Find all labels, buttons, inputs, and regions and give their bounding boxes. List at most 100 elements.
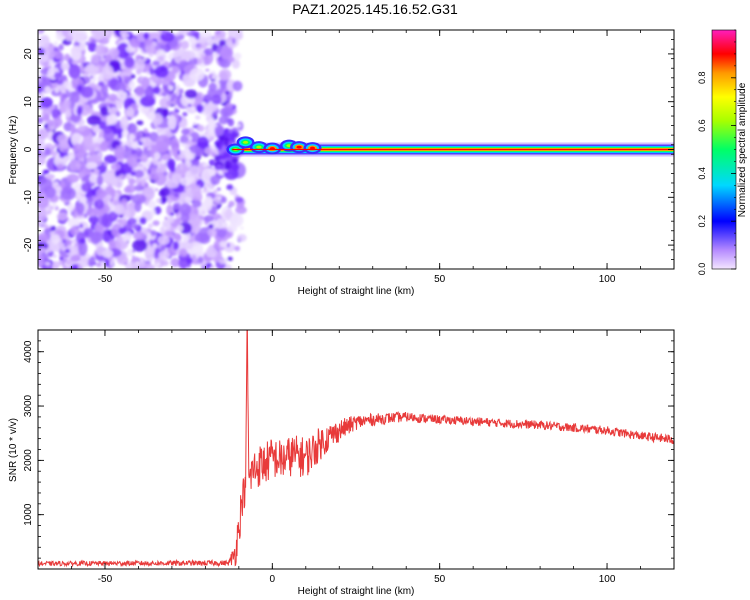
noise-blob: [103, 126, 112, 134]
noise-blob: [173, 193, 180, 198]
noise-blob: [229, 213, 244, 227]
spectrogram-x-tick-label: 100: [599, 274, 616, 285]
noise-blob: [208, 159, 216, 167]
noise-blob: [150, 230, 157, 237]
noise-blob: [92, 135, 99, 142]
noise-blob: [205, 68, 210, 72]
noise-blob: [54, 154, 68, 168]
noise-blob: [192, 191, 203, 204]
noise-blob: [147, 200, 156, 209]
noise-blob: [231, 37, 236, 45]
noise-blob: [155, 134, 171, 149]
noise-blob: [58, 44, 64, 51]
noise-blob: [64, 81, 70, 89]
noise-blob: [104, 259, 110, 268]
noise-blob: [219, 107, 234, 118]
noise-blob: [68, 152, 73, 156]
noise-blob: [43, 223, 49, 230]
noise-blob: [69, 225, 80, 236]
spectrogram-y-tick-label: 20: [23, 48, 34, 60]
noise-blob: [152, 220, 160, 226]
noise-blob: [234, 245, 241, 252]
noise-blob: [118, 214, 124, 218]
noise-blob: [218, 68, 232, 81]
noise-blob: [73, 214, 77, 219]
colorbar-label: Normalized spectral amplitude: [737, 82, 748, 217]
noise-blob: [231, 163, 240, 172]
noise-blob: [83, 73, 87, 77]
noise-blob: [57, 134, 69, 144]
noise-blob: [144, 38, 153, 47]
noise-blob: [172, 241, 180, 251]
noise-blob: [45, 173, 55, 180]
noise-blob: [114, 145, 126, 160]
noise-blob: [147, 111, 156, 121]
noise-blob: [169, 81, 176, 87]
noise-blob: [64, 245, 80, 256]
noise-blob: [202, 163, 208, 167]
noise-blob: [62, 98, 71, 108]
noise-blob: [186, 256, 193, 265]
noise-blob: [187, 103, 192, 107]
noise-blob: [188, 135, 193, 141]
tone-blob: [309, 146, 316, 150]
noise-blob: [55, 89, 59, 93]
noise-blob: [100, 172, 113, 182]
noise-blob: [38, 78, 42, 82]
noise-blob: [126, 106, 135, 118]
noise-blob: [75, 193, 82, 199]
noise-blob: [235, 196, 244, 203]
noise-blob: [208, 223, 214, 230]
noise-blob: [96, 188, 105, 201]
noise-blob: [124, 56, 135, 69]
noise-blob: [98, 74, 102, 78]
noise-blob: [172, 65, 180, 74]
noise-blob: [126, 248, 133, 257]
noise-blob: [226, 79, 234, 91]
noise-blob: [215, 30, 221, 35]
chart-title: PAZ1.2025.145.16.52.G31: [292, 1, 458, 17]
noise-blob: [38, 35, 50, 49]
noise-blob: [224, 160, 232, 171]
noise-blob: [237, 234, 247, 242]
noise-blob: [152, 86, 161, 95]
noise-blob: [65, 248, 70, 254]
noise-blob: [189, 165, 201, 178]
noise-blob: [161, 260, 169, 267]
noise-blob: [219, 240, 227, 248]
noise-blob: [72, 92, 80, 103]
noise-blob: [160, 187, 170, 197]
snr-plot: [38, 330, 674, 568]
noise-blob: [126, 123, 137, 134]
noise-blob: [170, 212, 175, 217]
noise-blob: [84, 214, 88, 219]
noise-blob: [210, 175, 221, 186]
snr-x-label: Height of straight line (km): [298, 586, 415, 597]
noise-blob: [108, 211, 118, 223]
noise-blob: [169, 164, 176, 173]
noise-blob: [125, 262, 139, 269]
noise-blob: [59, 256, 64, 261]
noise-blob: [160, 196, 168, 203]
noise-blob: [39, 54, 48, 63]
noise-blob: [130, 171, 136, 176]
noise-blob: [168, 149, 173, 155]
noise-blob: [80, 161, 86, 168]
noise-blob: [101, 84, 108, 95]
noise-blob: [144, 85, 154, 101]
noise-blob: [179, 119, 188, 129]
snr-y-tick-label: 1000: [23, 503, 34, 526]
noise-blob: [199, 36, 207, 45]
noise-blob: [95, 44, 106, 55]
noise-blob: [50, 225, 57, 232]
noise-blob: [146, 32, 162, 41]
noise-blob: [152, 243, 158, 249]
noise-blob: [228, 200, 235, 207]
noise-blob: [70, 132, 83, 147]
noise-blob: [54, 50, 60, 55]
noise-blob: [132, 248, 136, 253]
noise-blob: [210, 265, 215, 269]
noise-blob: [167, 115, 177, 130]
noise-blob: [175, 163, 189, 176]
